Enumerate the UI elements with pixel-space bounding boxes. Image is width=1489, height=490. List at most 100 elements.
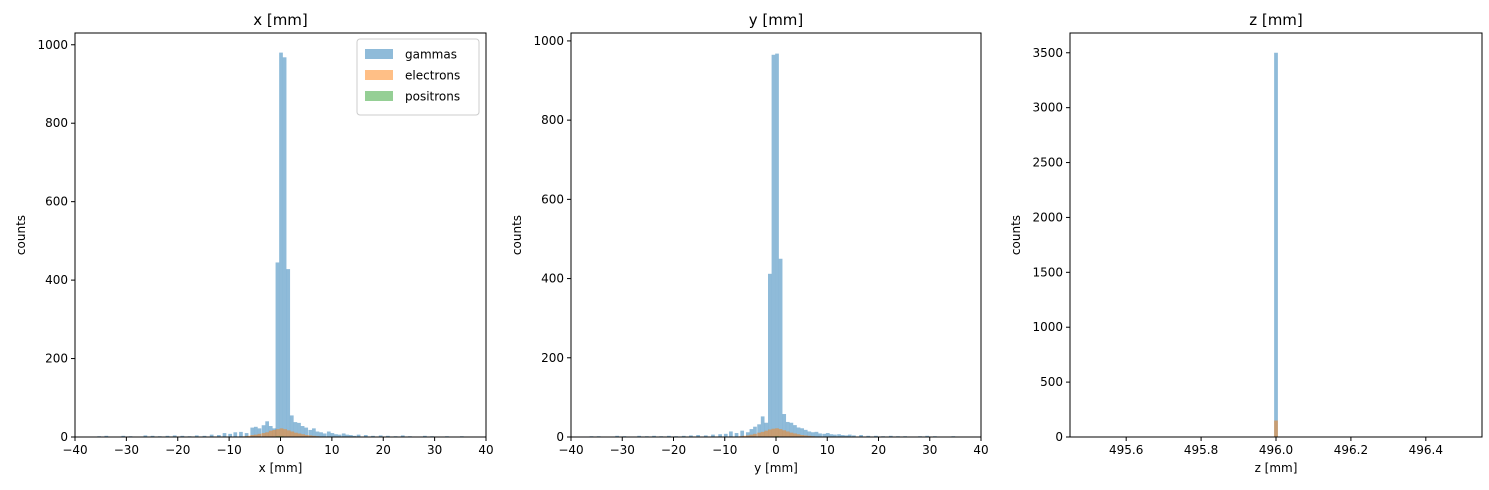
histogram-bar-gammas-40 [811, 432, 815, 437]
histogram-bar-gammas-52 [363, 435, 368, 437]
histogram-bar-gammas-56 [888, 435, 893, 437]
histogram-bar-gammas-7 [150, 435, 155, 437]
chart-title: x [mm] [253, 11, 308, 29]
histogram-bar-electrons-17 [304, 435, 309, 437]
histogram-bar-gammas-49 [349, 435, 353, 437]
histogram-bar-gammas-0 [1274, 52, 1278, 437]
histogram-bar-electrons-10 [279, 428, 284, 437]
histogram-bar-electrons-5 [261, 433, 266, 437]
histogram-bar-gammas-49 [844, 435, 849, 437]
histogram-bar-electrons-14 [789, 432, 794, 437]
histogram-bar-gammas-61 [925, 435, 930, 437]
y-tick-label: 0 [60, 430, 68, 444]
y-tick-label: 800 [541, 113, 564, 127]
histogram-bar-electrons-9 [276, 429, 280, 437]
y-tick-label: 2000 [1032, 210, 1063, 224]
y-tick-label: 1500 [1032, 265, 1063, 279]
histogram-bar-gammas-12 [681, 435, 686, 437]
histogram-bar-gammas-3 [615, 435, 619, 437]
histogram-bar-gammas-11 [180, 435, 185, 437]
x-tick-label: 30 [922, 443, 937, 457]
histogram-bar-electrons-7 [764, 430, 769, 437]
histogram-bar-gammas-20 [734, 433, 739, 437]
histogram-bar-electrons-4 [257, 433, 262, 437]
histogram-bar-gammas-35 [297, 422, 301, 437]
histogram-bar-gammas-8 [652, 435, 656, 437]
histogram-bar-electrons-13 [290, 431, 295, 437]
histogram-bar-gammas-54 [874, 435, 878, 437]
histogram-bar-gammas-33 [289, 415, 294, 437]
histogram-bar-gammas-39 [807, 431, 812, 437]
histogram-bar-gammas-47 [341, 433, 346, 437]
histogram-bar-gammas-10 [667, 435, 671, 437]
histogram-bar-gammas-22 [745, 432, 750, 437]
histogram-bar-gammas-3 [121, 435, 126, 437]
histogram-bar-gammas-31 [778, 258, 783, 437]
histogram-bar-electrons-8 [272, 429, 277, 437]
x-tick-label: 20 [871, 443, 886, 457]
histogram-bar-gammas-20 [239, 431, 243, 437]
histogram-bar-gammas-41 [814, 431, 819, 437]
histogram-bar-gammas-51 [356, 434, 361, 437]
y-tick-label: 1000 [37, 38, 68, 52]
x-tick-label: 40 [478, 443, 493, 457]
histogram-bar-electrons-5 [757, 432, 761, 437]
histogram-bar-electrons-1 [246, 435, 251, 437]
y-tick-label: 1000 [1032, 320, 1063, 334]
y-tick-label: 3000 [1032, 101, 1063, 115]
histogram-bar-gammas-48 [345, 434, 350, 437]
histogram-bar-electrons-4 [753, 433, 757, 437]
y-tick-label: 2500 [1032, 156, 1063, 170]
histogram-bar-gammas-47 [837, 434, 841, 437]
histogram-bar-gammas-55 [386, 435, 390, 437]
histogram-bar-gammas-36 [300, 426, 305, 437]
y-tick-label: 200 [541, 351, 564, 365]
x-tick-label: 0 [772, 443, 780, 457]
histogram-bar-gammas-53 [371, 435, 375, 437]
histogram-bar-gammas-29 [771, 54, 776, 437]
y-tick-label: 400 [45, 273, 68, 287]
x-tick-label: 10 [820, 443, 835, 457]
y-tick-label: 0 [556, 430, 564, 444]
histogram-bar-gammas-16 [217, 435, 221, 437]
x-axis-label: y [mm] [754, 461, 798, 475]
histogram-bar-gammas-42 [818, 433, 822, 437]
x-tick-label: 496.4 [1409, 443, 1443, 457]
y-tick-label: 3500 [1032, 46, 1063, 60]
histogram-bar-gammas-13 [194, 435, 199, 437]
legend-swatch-gammas [365, 49, 393, 59]
histogram-bar-gammas-6 [637, 435, 642, 437]
histogram-bar-gammas-30 [279, 52, 283, 438]
histogram-bar-gammas-54 [378, 435, 383, 437]
histogram-bar-electrons-6 [760, 431, 765, 437]
x-tick-label: −10 [216, 443, 241, 457]
histogram-bar-electrons-6 [265, 432, 269, 437]
x-tick-label: 30 [427, 443, 442, 457]
x-tick-label: 495.6 [1109, 443, 1143, 457]
histogram-bar-gammas-17 [222, 433, 227, 437]
legend: gammas electrons positrons [356, 38, 480, 116]
x-tick-label: 496.0 [1259, 443, 1293, 457]
x-tick-label: −20 [661, 443, 686, 457]
histogram-bar-gammas-48 [840, 435, 845, 437]
histogram-bar-electrons-12 [286, 430, 291, 437]
histogram-bar-gammas-28 [768, 273, 772, 437]
histogram-bar-electrons-11 [778, 429, 783, 437]
histogram-bar-gammas-34 [789, 422, 794, 437]
x-tick-label: 0 [277, 443, 285, 457]
x-tick-label: −40 [558, 443, 583, 457]
histogram-bar-electrons-18 [308, 435, 313, 437]
histogram-bar-gammas-23 [253, 426, 258, 437]
x-tick-label: −30 [610, 443, 635, 457]
histogram-bar-electrons-1 [742, 435, 747, 437]
y-axis-label: counts [1009, 215, 1023, 255]
legend-swatch-electrons [365, 70, 393, 80]
histogram-bar-gammas-37 [304, 427, 309, 437]
histogram-bar-gammas-43 [822, 433, 827, 437]
x-tick-label: 40 [973, 443, 988, 457]
histogram-bar-electrons-11 [283, 429, 287, 437]
x-tick-label: 20 [376, 443, 391, 457]
histogram-bar-gammas-17 [718, 434, 722, 437]
histogram-bar-gammas-39 [312, 428, 316, 437]
histogram-bar-gammas-22 [250, 427, 255, 437]
